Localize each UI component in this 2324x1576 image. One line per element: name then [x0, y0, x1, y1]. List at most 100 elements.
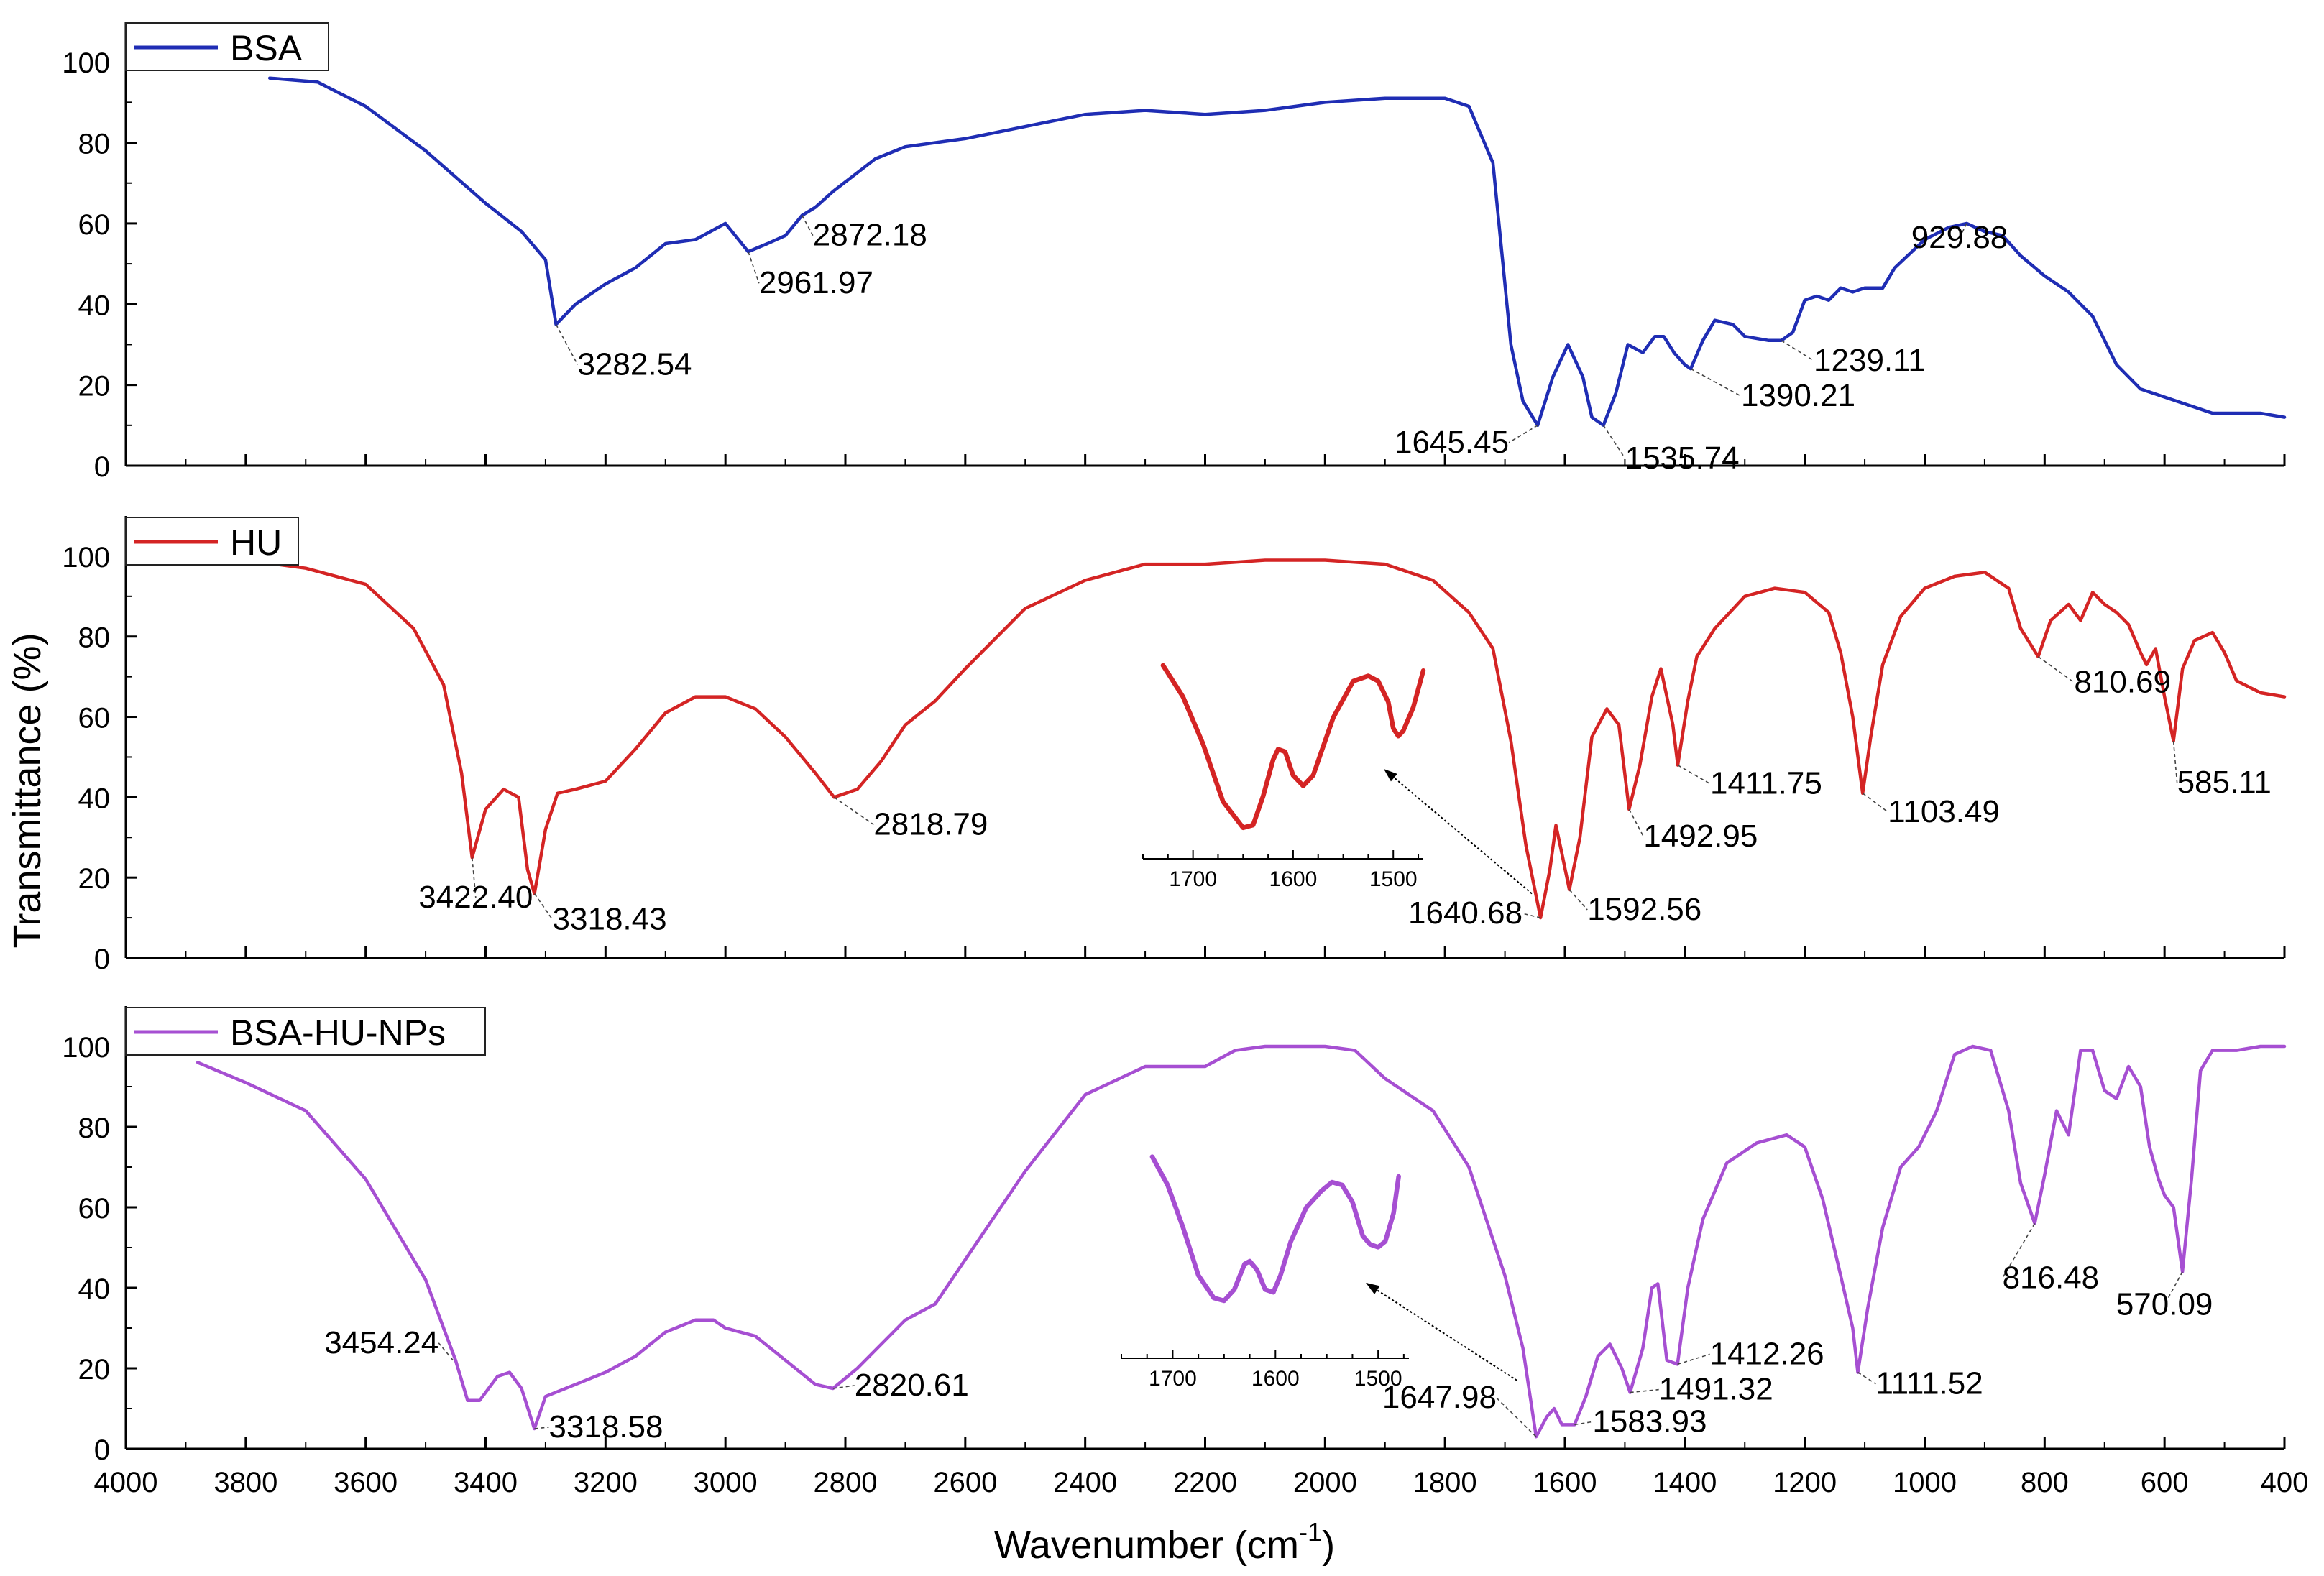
y-tick-label: 20	[78, 371, 111, 402]
peak-leader	[534, 1427, 549, 1429]
legend-bsa-hu-nps: BSA-HU-NPs	[125, 1007, 486, 1056]
series-line-bsa	[267, 76, 2287, 428]
peak-label: 1491.32	[1659, 1372, 1773, 1407]
x-tick-label: 400	[2261, 1467, 2309, 1498]
inset-tick-label: 1500	[1354, 1367, 1402, 1391]
peak-label: 1390.21	[1741, 378, 1855, 413]
peak-label: 3282.54	[577, 346, 692, 382]
peak-leader	[472, 857, 477, 898]
peak-leader	[1857, 1371, 1876, 1385]
x-tick-label: 1600	[1533, 1467, 1597, 1498]
peak-leader	[555, 323, 579, 365]
peak-label: 816.48	[2003, 1260, 2100, 1295]
legend-label: HU	[230, 522, 282, 563]
peak-leader	[1690, 368, 1742, 397]
peak-label: 1492.95	[1643, 819, 1758, 854]
x-tick-label: 3400	[454, 1467, 518, 1498]
legend-bsa: BSA	[125, 22, 329, 71]
x-tick-label: 2000	[1293, 1467, 1357, 1498]
inset-tick-label: 1600	[1251, 1367, 1300, 1391]
inset-arrow	[1383, 768, 1533, 895]
peak-leader	[1630, 1388, 1659, 1393]
y-tick-label: 20	[78, 1354, 111, 1386]
inset-arrowhead	[1384, 769, 1397, 782]
y-tick-label: 60	[78, 1193, 111, 1225]
legend-label: BSA	[230, 28, 303, 68]
peak-label: 1535.74	[1625, 441, 1740, 476]
x-axis-label-main: Wavenumber (cm	[994, 1524, 1299, 1567]
panel-bsa-hu-nps: 0 20 40 60 80 100 4000 3800 3600 3400 3200 3000 2800…	[62, 1006, 2308, 1498]
y-tick-label: 80	[78, 129, 111, 160]
peak-leader	[1522, 913, 1541, 918]
inset-tick-label: 1600	[1269, 867, 1318, 891]
peak-label: 570.09	[2116, 1287, 2213, 1322]
peak-label: 3318.58	[548, 1409, 663, 1444]
peak-label: 2872.18	[813, 218, 927, 253]
peak-label: 3318.43	[553, 902, 667, 937]
panel-bsa: 0 20 40 60 80 100 BSA 3282.54 2961.97 2872.18 1645…	[62, 22, 2287, 483]
y-tick-label: 40	[78, 783, 111, 814]
peak-label: 1583.93	[1592, 1404, 1707, 1439]
peak-label: 3422.40	[418, 880, 533, 915]
inset-curve	[1160, 663, 1426, 831]
x-axis-label-close: )	[1322, 1524, 1335, 1567]
y-tick-label: 60	[78, 703, 111, 734]
peak-label: 585.11	[2177, 765, 2272, 800]
y-tick-label: 20	[78, 863, 111, 895]
peak-label: 1239.11	[1814, 343, 1926, 378]
peak-label: 1640.68	[1408, 895, 1522, 931]
peak-leader	[802, 215, 814, 236]
peak-leader	[1781, 340, 1814, 361]
peak-leader	[1862, 793, 1888, 813]
x-tick-label: 2400	[1053, 1467, 1117, 1498]
peak-label: 1411.75	[1710, 766, 1822, 801]
y-tick-label: 60	[78, 209, 111, 241]
inset-curve	[1149, 1154, 1401, 1304]
x-tick-label: 800	[2021, 1467, 2069, 1498]
peak-leader	[2037, 656, 2075, 683]
peak-leader	[748, 251, 760, 284]
peak-leader	[1677, 1353, 1710, 1365]
x-tick-label: 1200	[1773, 1467, 1837, 1498]
x-tick-label: 2800	[814, 1467, 878, 1498]
peak-label: 1592.56	[1587, 892, 1701, 927]
y-tick-label: 0	[94, 451, 110, 483]
peak-label: 1647.98	[1382, 1380, 1497, 1415]
x-axis-label: Wavenumber (cm-1)	[994, 1517, 1335, 1567]
x-tick-label: 3000	[694, 1467, 758, 1498]
peak-leader	[1508, 425, 1538, 443]
inset-tick-label: 1700	[1169, 867, 1217, 891]
peak-label: 2820.61	[855, 1368, 969, 1403]
peak-label: 3454.24	[324, 1325, 438, 1360]
inset-tick-label: 1700	[1149, 1367, 1197, 1391]
inset-tick-label: 1500	[1369, 867, 1418, 891]
peak-leader	[1496, 1397, 1537, 1437]
peak-label: 1645.45	[1395, 425, 1509, 460]
peak-leader	[1602, 425, 1626, 459]
peak-leader	[1569, 889, 1588, 911]
x-tick-label: 2600	[933, 1467, 997, 1498]
x-tick-label: 1400	[1653, 1467, 1717, 1498]
x-tick-label: 3800	[213, 1467, 277, 1498]
x-tick-label: 3200	[574, 1467, 638, 1498]
peak-label: 929.88	[1911, 220, 2008, 255]
legend-label: BSA-HU-NPs	[230, 1013, 446, 1053]
y-tick-label: 100	[62, 47, 110, 79]
y-tick-label: 80	[78, 1112, 111, 1144]
x-axis-label-sup: -1	[1299, 1517, 1322, 1547]
peak-leader	[1574, 1421, 1593, 1426]
peak-leader	[1959, 223, 1967, 239]
peak-label: 1103.49	[1888, 794, 2000, 829]
x-tick-label: 1000	[1893, 1467, 1957, 1498]
series-line-bsa-hu-nps	[196, 1044, 2287, 1439]
peak-leader	[2172, 741, 2178, 783]
y-tick-label: 0	[94, 944, 110, 975]
peak-label: 1111.52	[1875, 1366, 1983, 1401]
inset-bsa-hu-nps: 1700 1600 1500	[1121, 1154, 1517, 1391]
peak-label: 2818.79	[873, 806, 988, 842]
series-line-hu	[184, 554, 2287, 920]
peak-leader	[533, 893, 554, 921]
peak-label: 2961.97	[759, 265, 873, 300]
peak-leader	[1628, 808, 1645, 837]
